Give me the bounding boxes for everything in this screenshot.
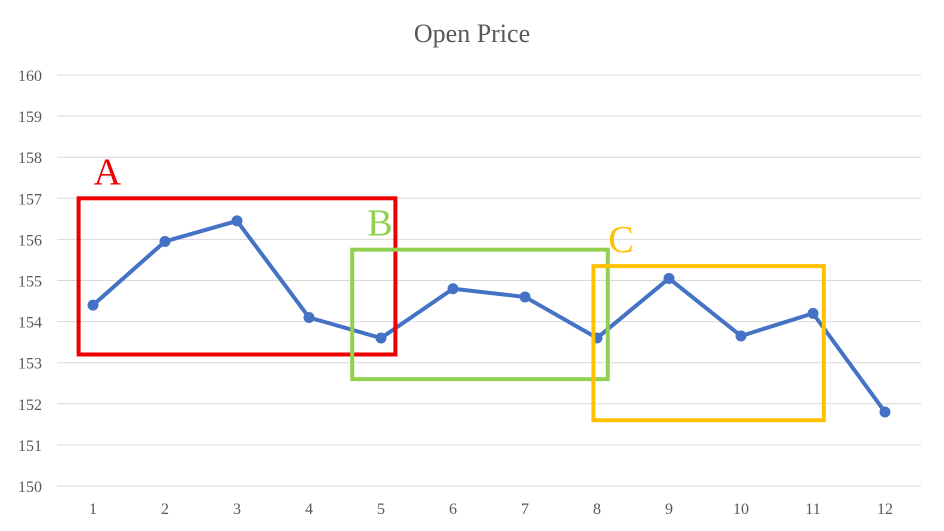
x-tick-label: 4: [305, 501, 313, 518]
y-tick-label: 155: [18, 274, 42, 291]
data-point: [663, 272, 675, 284]
y-tick-label: 153: [18, 356, 42, 373]
x-tick-label: 11: [805, 501, 820, 518]
annotation-box-c: [591, 264, 826, 423]
y-tick-label: 154: [18, 315, 42, 332]
annotation-label-a: A: [94, 151, 122, 193]
x-tick-label: 9: [665, 501, 673, 518]
x-tick-label: 12: [877, 501, 893, 518]
chart-title: Open Price: [414, 19, 530, 48]
annotation-layer: A B C: [76, 151, 826, 423]
x-tick-label: 2: [161, 501, 169, 518]
grid-layer: [57, 74, 921, 487]
y-tick-label: 151: [18, 438, 42, 455]
x-axis-ticks: 1 2 3 4 5 6 7 8 9 10 11 12: [89, 501, 893, 518]
series-layer: [87, 215, 891, 418]
data-point: [303, 311, 315, 323]
x-tick-label: 8: [593, 501, 601, 518]
x-tick-label: 6: [449, 501, 457, 518]
x-tick-label: 3: [233, 501, 241, 518]
y-tick-label: 157: [18, 191, 42, 208]
x-tick-label: 5: [377, 501, 385, 518]
annotation-label-b: B: [367, 203, 392, 245]
x-tick-label: 10: [733, 501, 749, 518]
series-line: [91, 218, 887, 415]
data-point: [735, 330, 747, 342]
x-tick-label: 1: [89, 501, 97, 518]
data-point: [87, 299, 99, 311]
annotation-label-c: C: [608, 219, 633, 261]
data-point: [519, 291, 531, 303]
y-tick-label: 152: [18, 397, 42, 414]
y-tick-label: 160: [18, 68, 42, 85]
y-tick-label: 158: [18, 150, 42, 167]
annotation-box-b: [350, 247, 610, 382]
data-point: [879, 406, 891, 418]
data-point: [807, 307, 819, 319]
y-tick-label: 156: [18, 232, 42, 249]
annotation-box-a: [76, 196, 398, 357]
data-point: [159, 235, 171, 247]
y-axis-ticks: 150 151 152 153 154 155 156 157 158 159 160: [18, 68, 42, 496]
data-point: [447, 283, 459, 295]
data-point: [231, 215, 243, 227]
y-tick-label: 159: [18, 109, 42, 126]
x-tick-label: 7: [521, 501, 529, 518]
data-point: [375, 332, 387, 344]
y-tick-label: 150: [18, 479, 42, 496]
